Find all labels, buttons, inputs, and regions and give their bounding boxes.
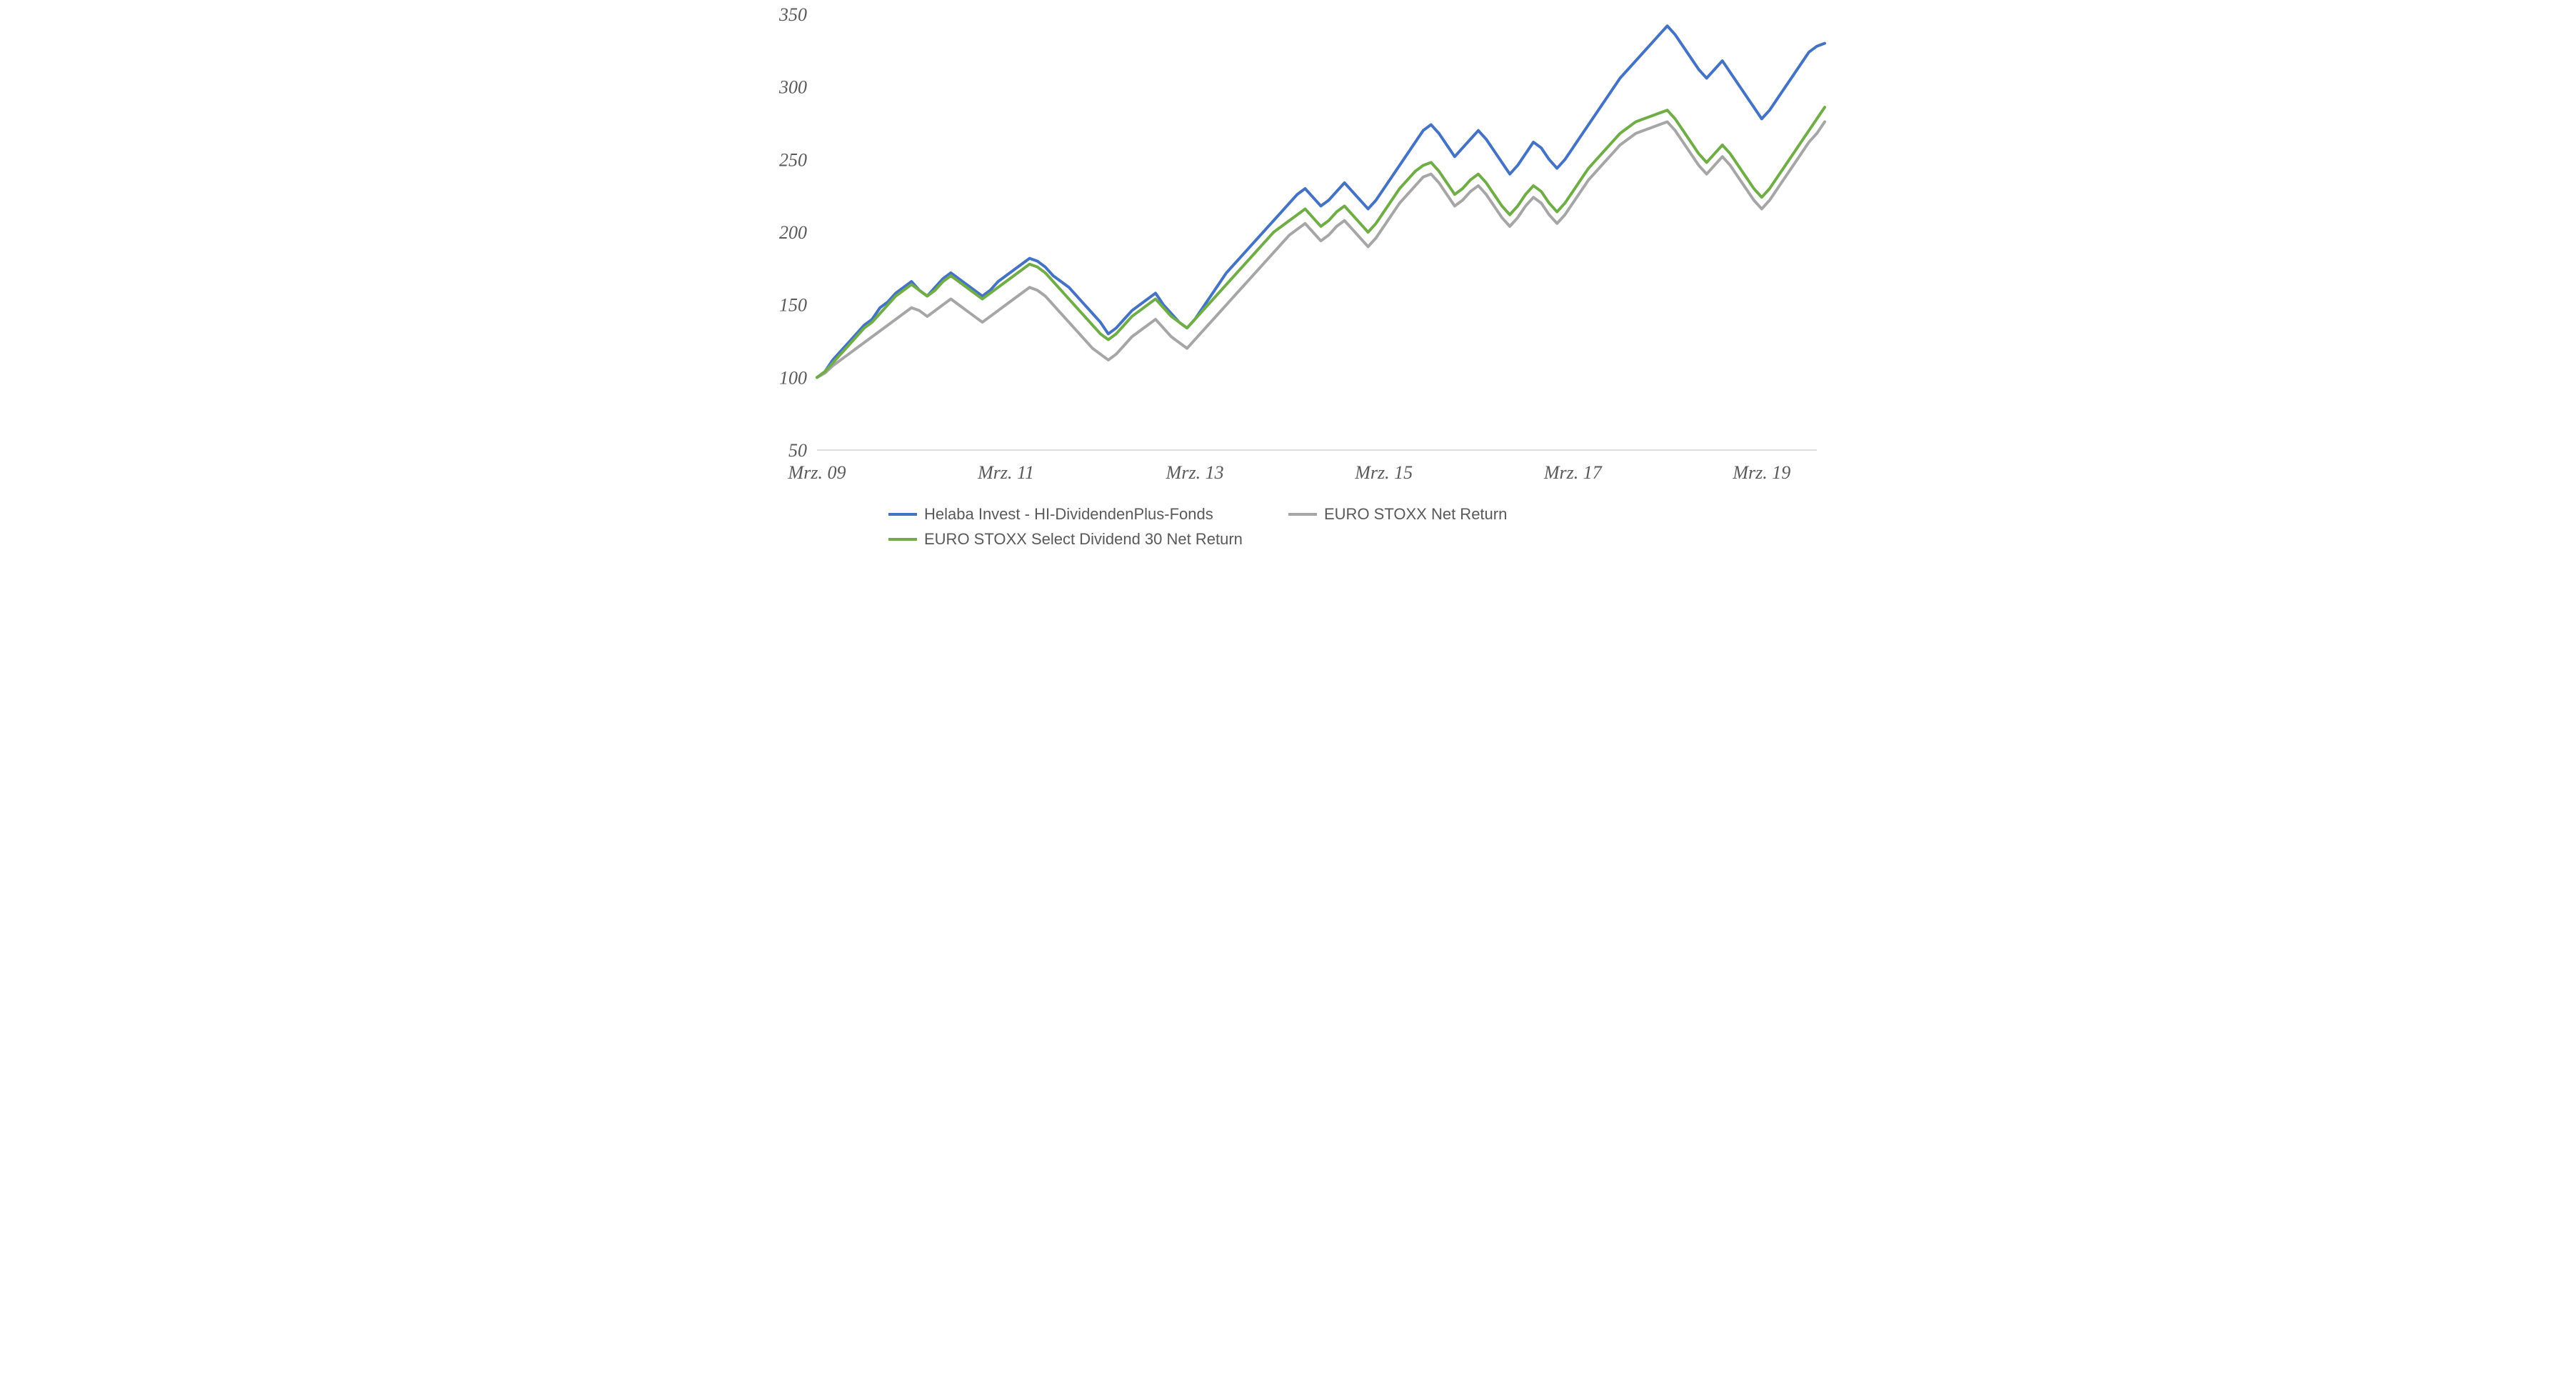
svg-text:Mrz. 15: Mrz. 15 (1354, 462, 1413, 483)
svg-text:50: 50 (788, 440, 807, 461)
svg-text:150: 150 (779, 295, 807, 316)
svg-text:Mrz. 19: Mrz. 19 (1732, 462, 1790, 483)
y-tick: 150 (779, 295, 807, 316)
x-tick: Mrz. 11 (977, 462, 1034, 483)
y-tick: 50 (788, 440, 807, 461)
svg-text:Mrz. 09: Mrz. 09 (787, 462, 846, 483)
chart-svg: 50 100 150 200 250 300 350 Mrz. 09 Mrz. 11 Mrz. 1… (746, 0, 1831, 571)
x-tick: Mrz. 17 (1543, 462, 1602, 483)
x-tick: Mrz. 09 (787, 462, 846, 483)
svg-text:300: 300 (778, 77, 807, 98)
svg-text:Mrz. 11: Mrz. 11 (977, 462, 1034, 483)
svg-text:EURO STOXX Net Return: EURO STOXX Net Return (1324, 505, 1507, 523)
svg-text:EURO STOXX Select Dividend 30: EURO STOXX Select Dividend 30 Net Return (924, 530, 1243, 548)
svg-text:Mrz. 13: Mrz. 13 (1165, 462, 1223, 483)
x-tick: Mrz. 13 (1165, 462, 1223, 483)
legend: Helaba Invest - HI-DividendenPlus-Fonds E… (888, 505, 1507, 548)
series-line (817, 121, 1825, 377)
y-tick: 350 (778, 4, 807, 25)
svg-text:200: 200 (779, 222, 807, 243)
svg-text:Mrz. 17: Mrz. 17 (1543, 462, 1602, 483)
svg-text:250: 250 (779, 149, 807, 170)
series-line (817, 26, 1825, 377)
y-tick: 100 (779, 367, 807, 388)
svg-text:350: 350 (778, 4, 807, 25)
y-tick: 250 (779, 149, 807, 170)
series-line (817, 107, 1825, 377)
svg-text:Helaba Invest - HI-DividendenP: Helaba Invest - HI-DividendenPlus-Fonds (924, 505, 1213, 523)
y-tick: 200 (779, 222, 807, 243)
performance-chart: 50 100 150 200 250 300 350 Mrz. 09 Mrz. 11 Mrz. 1… (746, 0, 1831, 571)
x-tick: Mrz. 15 (1354, 462, 1413, 483)
y-tick: 300 (778, 77, 807, 98)
x-tick: Mrz. 19 (1732, 462, 1790, 483)
svg-text:100: 100 (779, 367, 807, 388)
